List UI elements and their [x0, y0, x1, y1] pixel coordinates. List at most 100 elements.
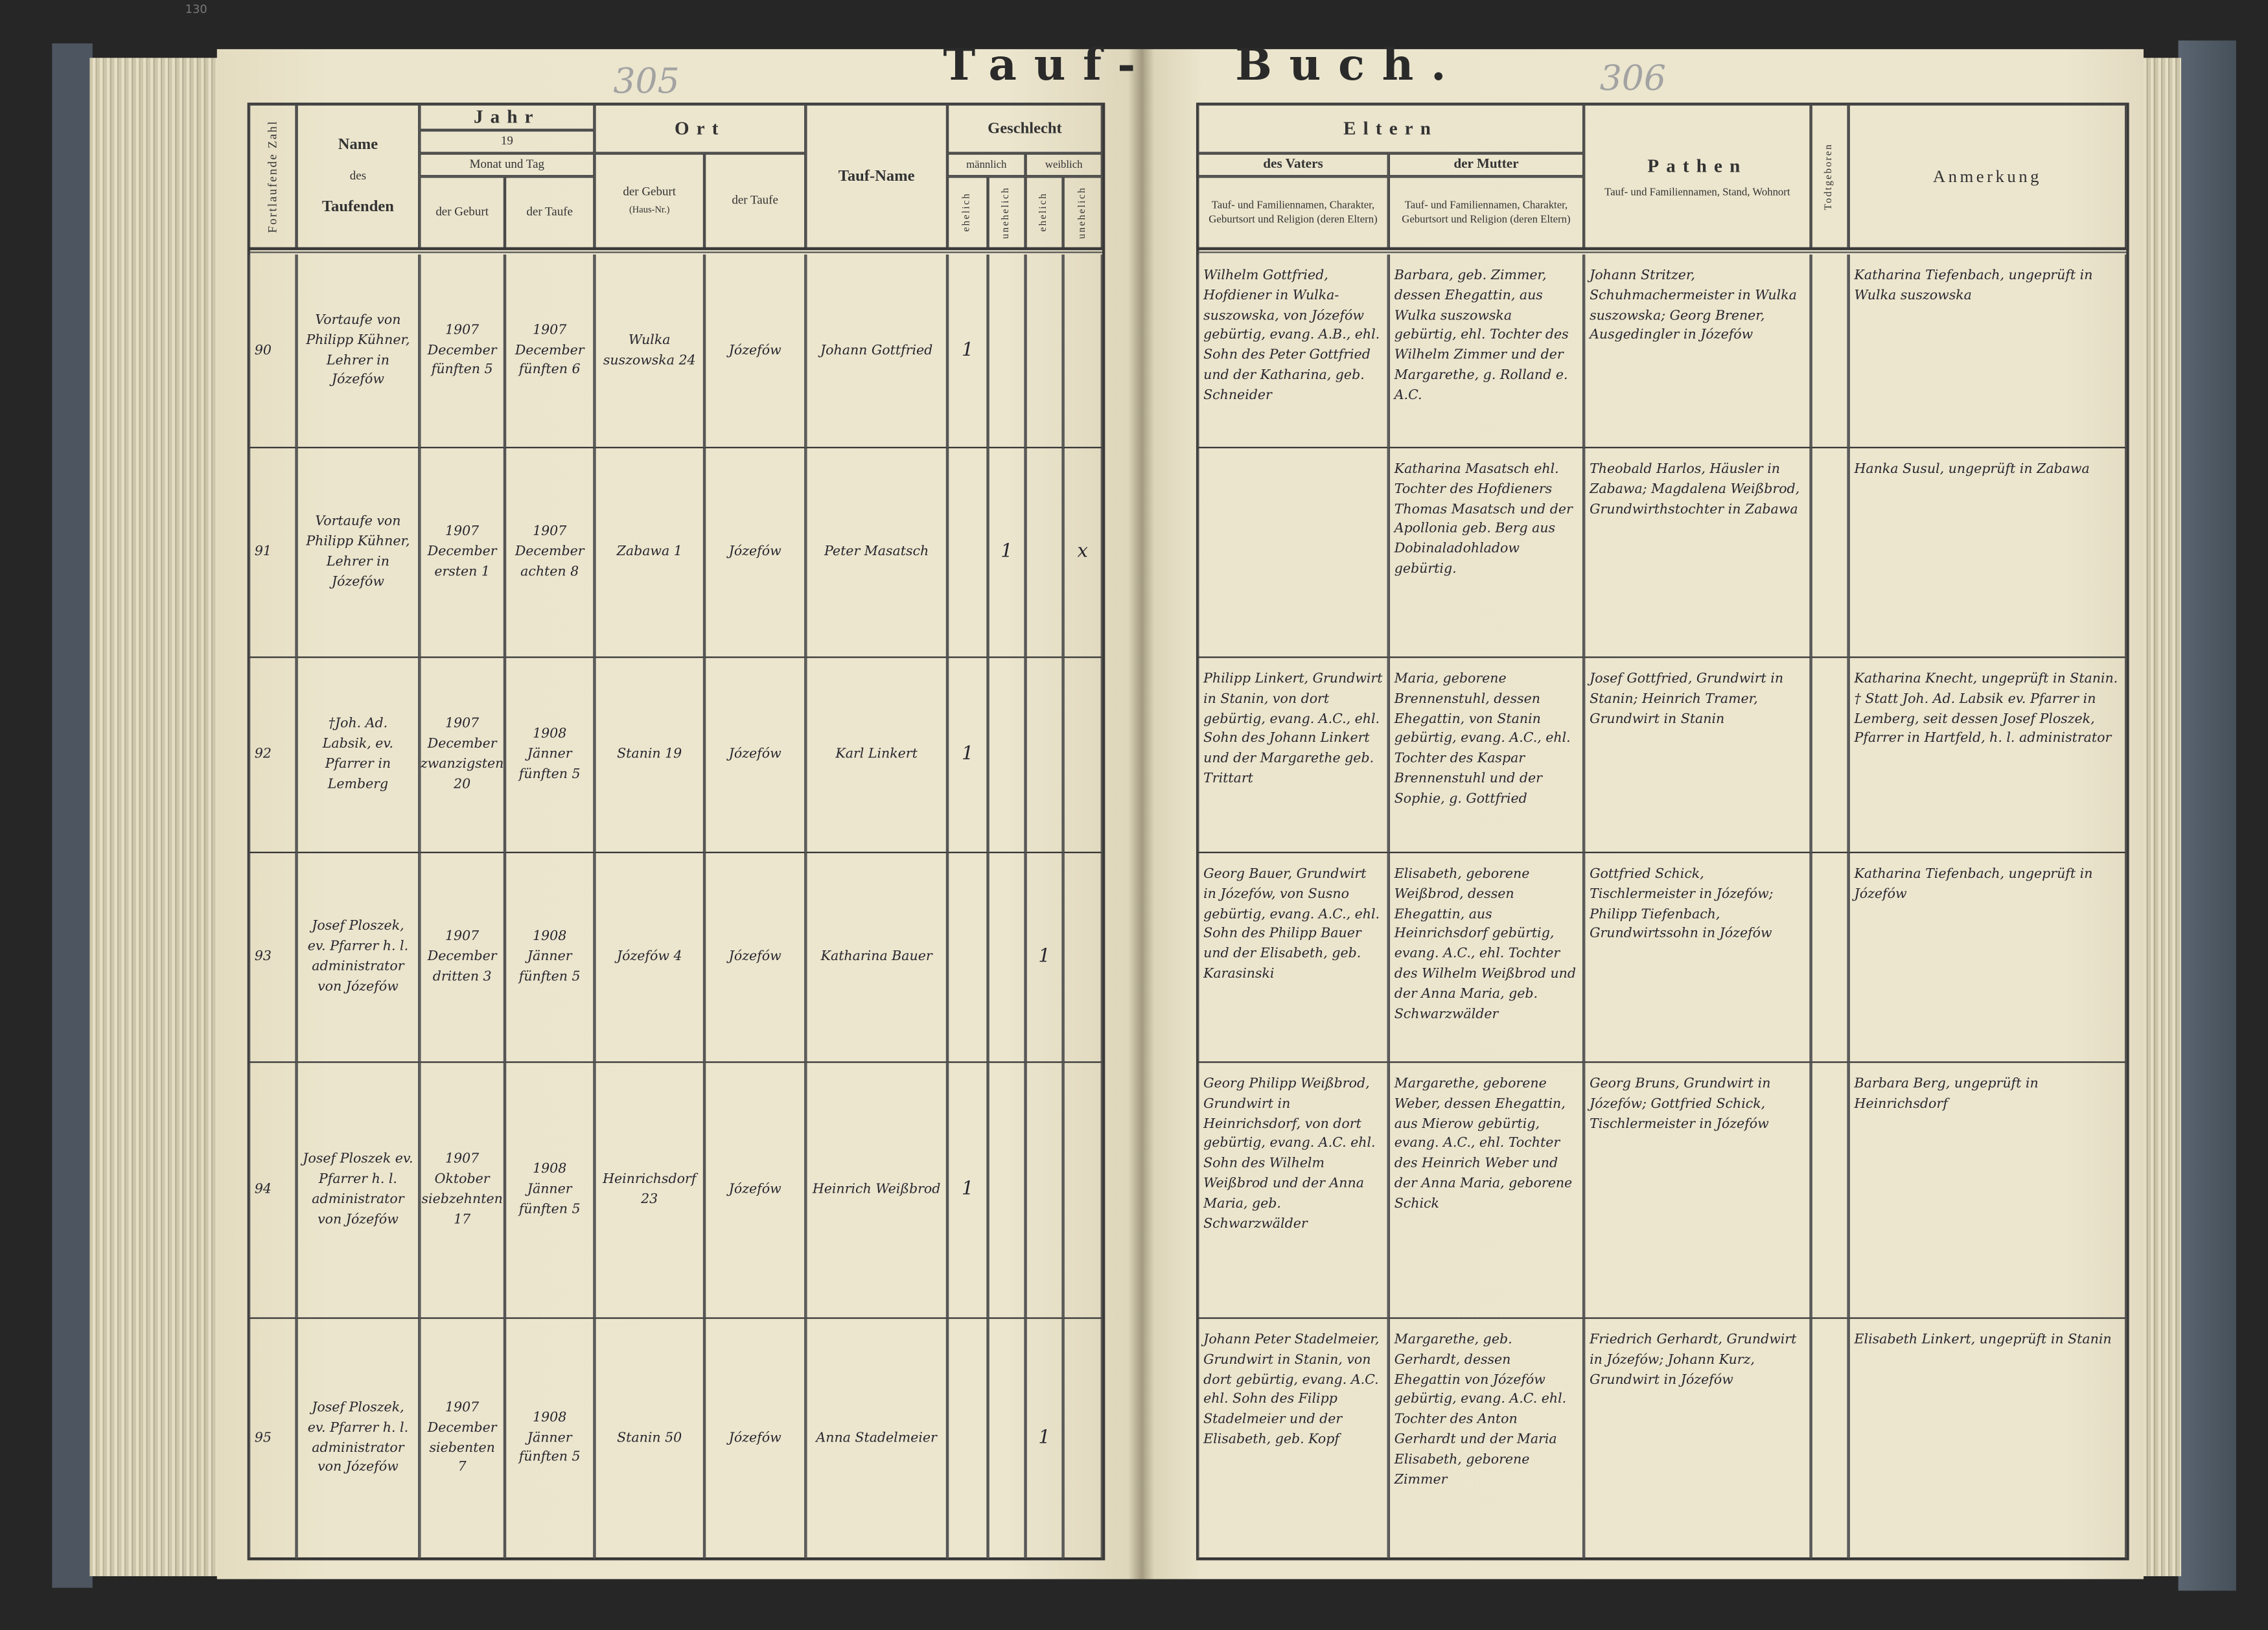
cell-baptism-place: Józefów — [704, 448, 806, 658]
header-mother-label: der Mutter — [1453, 157, 1519, 172]
birth-place-text: Józefów 4 — [616, 948, 682, 965]
father-text: Wilhelm Gottfried, Hofdiener in Wulka-su… — [1203, 267, 1380, 404]
header-mother: der Mutter — [1388, 153, 1584, 177]
left-header-divider — [248, 247, 1102, 253]
birth-date-text: 1907 December fünften 5 — [427, 322, 497, 378]
header-serial-label: Fortlaufende Zahl — [264, 120, 279, 233]
male-legitimate-text: 1 — [962, 743, 974, 766]
baptizer-text: Josef Ploszek, ev. Pfarrer h. l. adminis… — [307, 919, 409, 995]
header-remarks-label: Anmerkung — [1932, 166, 2042, 187]
header-stillborn: Todtgeboren — [1811, 104, 1849, 249]
cell-mother: Barbara, geb. Zimmer, dessen Ehegattin, … — [1388, 254, 1584, 448]
cell-father — [1198, 448, 1389, 658]
cell-baptismal-name: Anna Stadelmeier — [805, 1318, 948, 1559]
remarks-text: Elisabeth Linkert, ungeprüft in Stanin — [1854, 1331, 2112, 1348]
baptismal-name-text: Peter Masatsch — [824, 544, 929, 560]
header-place-baptism: der Taufe — [704, 153, 806, 249]
mother-text: Elisabeth, geborene Weißbrod, dessen Ehe… — [1394, 866, 1577, 1022]
page-number-right: 306 — [1599, 58, 1666, 98]
cell-baptism-date: 1908 Jänner fünften 5 — [505, 1062, 595, 1319]
godparents-text: Gottfried Schick, Tischlermeister in Józ… — [1590, 866, 1774, 942]
cell-female-illegitimate — [1063, 658, 1102, 853]
birth-date-text: 1907 December siebenten 7 — [427, 1399, 497, 1476]
header-male-illegitimate-label: unehelich — [1000, 186, 1012, 239]
baptism-place-text: Józefów — [728, 544, 781, 560]
cell-remarks: Hanka Susul, ungeprüft in Zabawa — [1848, 448, 2127, 658]
header-remarks: Anmerkung — [1848, 104, 2127, 249]
header-mother-desc: Tauf- und Familiennamen, Charakter, Gebu… — [1388, 176, 1584, 249]
cell-stillborn — [1811, 853, 1849, 1063]
cell-mother: Elisabeth, geborene Weißbrod, dessen Ehe… — [1388, 853, 1584, 1063]
header-name: Name des Taufenden — [296, 104, 420, 249]
birth-date-text: 1907 Oktober siebzehnten 17 — [421, 1151, 503, 1228]
header-female-label: weiblich — [1045, 157, 1083, 171]
mother-text: Margarethe, geborene Weber, dessen Ehega… — [1394, 1075, 1573, 1212]
header-godparents: Pathen Tauf- und Familiennamen, Stand, W… — [1584, 104, 1811, 249]
male-legitimate-text: 1 — [962, 1178, 974, 1201]
header-godparents-desc: Tauf- und Familiennamen, Stand, Wohnort — [1604, 185, 1790, 198]
header-sex: Geschlecht — [947, 104, 1102, 154]
baptismal-name-text: Katharina Bauer — [820, 948, 932, 965]
remarks-text: Katharina Tiefenbach, ungeprüft in Wulka… — [1854, 267, 2093, 304]
title-left: Tauf- — [943, 40, 1153, 91]
cell-female-legitimate: 1 — [1025, 1318, 1063, 1559]
cell-remarks: Katharina Tiefenbach, ungeprüft in Józef… — [1848, 853, 2127, 1063]
cell-stillborn — [1811, 448, 1849, 658]
cell-remarks: Barbara Berg, ungeprüft in Heinrichsdorf — [1848, 1062, 2127, 1319]
title-right: Buch. — [1235, 40, 1464, 91]
right-header-divider — [1198, 247, 2127, 253]
cell-mother: Maria, geborene Brennenstuhl, dessen Ehe… — [1388, 658, 1584, 853]
cell-godparents: Friedrich Gerhardt, Grundwirt in Józefów… — [1584, 1318, 1811, 1559]
father-text: Georg Bauer, Grundwirt in Józefów, von S… — [1203, 866, 1380, 982]
cell-female-legitimate — [1025, 254, 1063, 448]
baptizer-text: Vortaufe von Philipp Kühner, Lehrer in J… — [306, 514, 410, 590]
godparents-text: Theobald Harlos, Häusler in Zabawa; Magd… — [1590, 461, 1800, 518]
baptismal-name-text: Johann Gottfried — [820, 342, 933, 358]
header-father: des Vaters — [1198, 153, 1389, 177]
cell-baptism-date: 1907 December achten 8 — [505, 448, 595, 658]
cell-birth-date: 1907 December fünften 5 — [419, 254, 505, 448]
birth-place-text: Wulka suszowska 24 — [603, 332, 696, 369]
cell-female-illegitimate: x — [1063, 448, 1102, 658]
header-name-title: Name — [338, 136, 378, 154]
number-text: 95 — [254, 1429, 272, 1446]
cell-baptizer: †Joh. Ad. Labsik, ev. Pfarrer in Lemberg — [296, 658, 420, 853]
cell-baptismal-name: Karl Linkert — [805, 658, 948, 853]
header-month-day-label: Monat und Tag — [469, 156, 545, 171]
cell-birth-place: Stanin 19 — [594, 658, 705, 853]
cell-birth-place: Wulka suszowska 24 — [594, 254, 705, 448]
godparents-text: Josef Gottfried, Grundwirt in Stanin; He… — [1590, 671, 1784, 727]
folio-corner: 130 — [185, 3, 207, 16]
cell-female-legitimate — [1025, 658, 1063, 853]
godparents-text: Friedrich Gerhardt, Grundwirt in Józefów… — [1590, 1331, 1797, 1388]
cell-birth-date: 1907 Oktober siebzehnten 17 — [419, 1062, 505, 1319]
mother-text: Maria, geborene Brennenstuhl, dessen Ehe… — [1394, 671, 1571, 807]
cell-birth-date: 1907 December ersten 1 — [419, 448, 505, 658]
cell-baptizer: Josef Ploszek, ev. Pfarrer h. l. adminis… — [296, 1318, 420, 1559]
header-male-legitimate: ehelich — [947, 176, 988, 249]
cell-father: Georg Bauer, Grundwirt in Józefów, von S… — [1198, 853, 1389, 1063]
header-male: männlich — [947, 153, 1026, 177]
baptism-date-text: 1908 Jänner fünften 5 — [518, 726, 581, 783]
header-godparents-label: Pathen — [1647, 155, 1748, 177]
cell-father: Johann Peter Stadelmeier, Grundwirt in S… — [1198, 1318, 1389, 1559]
cell-male-illegitimate — [988, 658, 1026, 853]
header-father-label: des Vaters — [1263, 157, 1323, 172]
baptism-place-text: Józefów — [728, 746, 781, 763]
header-date-baptism-label: der Taufe — [526, 204, 573, 219]
cell-mother: Margarethe, geborene Weber, dessen Ehega… — [1388, 1062, 1584, 1319]
header-place-label: Ort — [675, 117, 726, 139]
mother-text: Katharina Masatsch ehl. Tochter des Hofd… — [1394, 461, 1573, 577]
header-year-label: Jahr — [474, 106, 540, 128]
baptismal-name-text: Heinrich Weißbrod — [812, 1181, 941, 1198]
number-text: 93 — [254, 948, 272, 965]
header-father-desc: Tauf- und Familiennamen, Charakter, Gebu… — [1198, 176, 1389, 249]
cell-male-legitimate: 1 — [947, 1062, 988, 1319]
cell-father: Wilhelm Gottfried, Hofdiener in Wulka-su… — [1198, 254, 1389, 448]
header-stillborn-label: Todtgeboren — [1823, 143, 1834, 210]
male-legitimate-text: 1 — [962, 339, 974, 362]
mother-text: Barbara, geb. Zimmer, dessen Ehegattin, … — [1394, 267, 1569, 404]
cell-female-illegitimate — [1063, 1318, 1102, 1559]
number-text: 94 — [254, 1181, 272, 1198]
father-text: Philipp Linkert, Grundwirt in Stanin, vo… — [1203, 671, 1383, 787]
